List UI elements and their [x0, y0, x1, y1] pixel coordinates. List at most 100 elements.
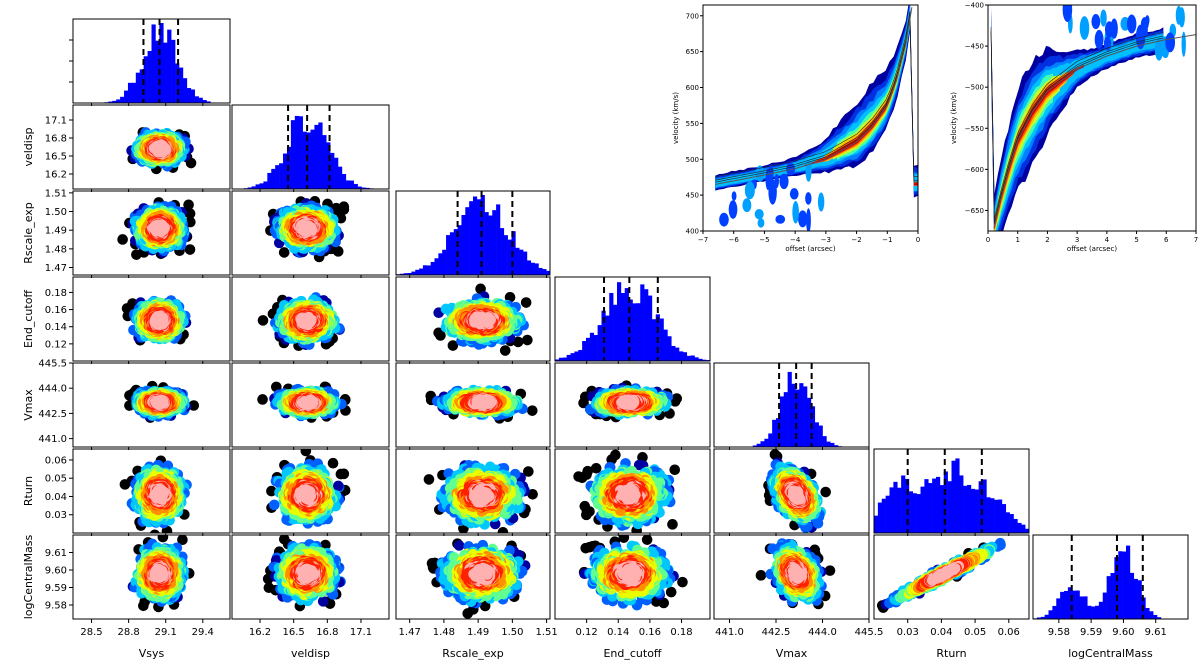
- hist-bar: [574, 351, 579, 361]
- y-tick-label: 0.16: [45, 305, 67, 316]
- hist-bar: [302, 131, 307, 189]
- hist-bar: [267, 172, 272, 189]
- hist-bar: [326, 142, 331, 189]
- hist-bar: [519, 249, 524, 275]
- y-tick-label: 16.5: [45, 152, 67, 163]
- panel-frame: [554, 276, 711, 362]
- sample-point: [154, 143, 166, 155]
- hist-bar: [609, 292, 614, 361]
- hist-bar: [259, 183, 264, 189]
- hist-bar: [116, 99, 121, 103]
- hist-bar: [496, 204, 501, 275]
- hist-bar: [671, 345, 676, 361]
- hist-bar: [263, 181, 268, 189]
- panel-content: [121, 295, 192, 346]
- hist-bar: [449, 232, 455, 275]
- hist-bar: [365, 187, 370, 189]
- panel-veldisp-vs-veldisp: [231, 104, 390, 192]
- hist-bar: [566, 354, 571, 361]
- sample-point: [188, 400, 200, 411]
- panel-content: [243, 105, 374, 189]
- sample-point: [302, 315, 314, 326]
- hist-bar: [632, 303, 637, 361]
- hist-bar: [306, 132, 311, 189]
- hist-bar: [271, 168, 276, 189]
- hist-bar: [620, 292, 626, 361]
- panel-End_cutoff-vs-End_cutoff: [554, 276, 711, 364]
- sample-point: [447, 340, 459, 351]
- hist-bar: [349, 180, 354, 189]
- hist-bar: [120, 96, 125, 103]
- hist-bar: [702, 359, 707, 361]
- hist-bar: [415, 269, 420, 275]
- hist-bar: [546, 270, 550, 275]
- hist-bar: [461, 214, 466, 275]
- panel-frame: [72, 276, 231, 362]
- panel-content: [425, 384, 538, 424]
- hist-bar: [345, 180, 351, 189]
- hist-bar: [644, 289, 649, 361]
- hist-bar: [446, 235, 451, 275]
- hist-bar: [534, 263, 539, 275]
- hist-bar: [597, 325, 602, 361]
- hist-bar: [341, 174, 347, 189]
- panel-frame: [395, 190, 551, 276]
- y-tick-label: 0.14: [45, 322, 67, 333]
- hist-bar: [151, 24, 156, 103]
- hist-bar: [651, 319, 657, 361]
- hist-bar: [457, 225, 462, 275]
- hist-bar: [682, 352, 688, 361]
- y-tick-label: 0.18: [45, 288, 67, 299]
- panel-frame: [395, 276, 551, 362]
- hist-bar: [127, 82, 133, 103]
- panel-frame: [231, 190, 390, 276]
- hist-bar: [686, 355, 691, 361]
- hist-bar: [198, 97, 203, 103]
- sample-point: [526, 405, 538, 416]
- hist-bar: [337, 166, 343, 189]
- y-tick-label: 17.1: [45, 116, 67, 127]
- hist-bar: [636, 303, 641, 361]
- hist-bar: [593, 335, 598, 361]
- sample-point: [475, 314, 487, 326]
- hist-bar: [283, 153, 288, 189]
- hist-bar: [542, 269, 547, 275]
- hist-bar: [314, 124, 319, 189]
- hist-bar: [698, 358, 703, 361]
- hist-bar: [675, 347, 680, 361]
- hist-bar: [399, 273, 404, 275]
- hist-bar: [403, 273, 408, 275]
- hist-bar: [178, 67, 184, 103]
- hist-bar: [659, 318, 664, 361]
- sample-point: [512, 336, 524, 348]
- hist-bar: [453, 229, 458, 275]
- hist-bar: [679, 351, 684, 361]
- panel-content: [396, 191, 550, 275]
- hist-bar: [570, 353, 575, 361]
- y-tick-label: 1.49: [45, 226, 67, 237]
- sample-point: [520, 297, 532, 308]
- sample-point: [184, 244, 196, 255]
- hist-bar: [434, 258, 439, 275]
- hist-bar: [555, 359, 560, 361]
- hist-bar: [511, 231, 516, 275]
- sample-point: [522, 334, 533, 346]
- hist-bar: [430, 261, 435, 275]
- panel-content: [126, 127, 197, 175]
- hist-bar: [515, 247, 520, 275]
- y-tick-label: 16.2: [45, 170, 67, 181]
- hist-bar: [131, 82, 137, 103]
- hist-bar: [507, 239, 512, 275]
- hist-bar: [202, 100, 207, 103]
- hist-bar: [473, 196, 478, 275]
- sample-point: [154, 397, 166, 408]
- y-axis-label: veldisp: [22, 127, 35, 166]
- sample-point: [154, 315, 166, 326]
- hist-bar: [353, 183, 358, 189]
- panel-Vsys-vs-Vsys: [69, 18, 231, 106]
- sample-point: [301, 397, 313, 408]
